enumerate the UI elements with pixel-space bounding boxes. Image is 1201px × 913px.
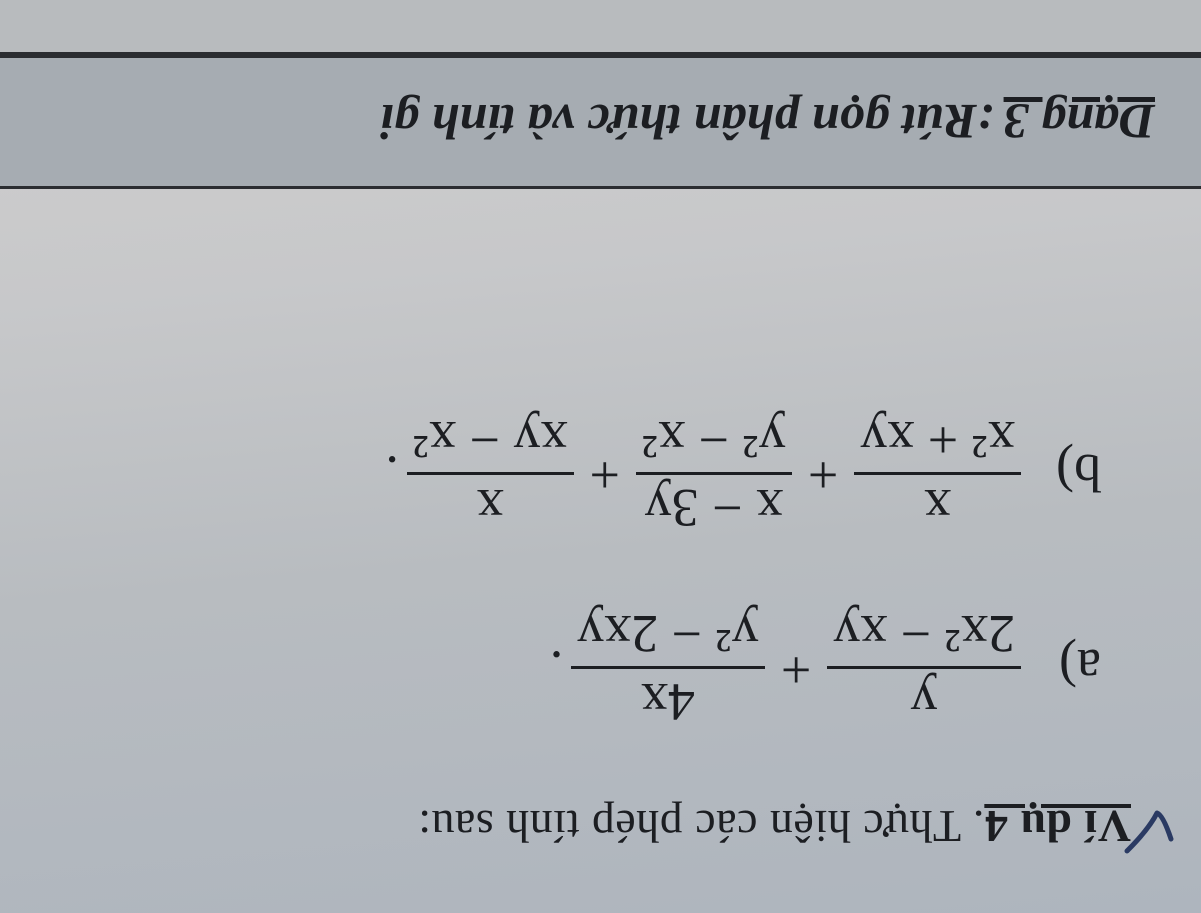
fraction-b-2: x − 3y y² − x²: [636, 411, 792, 535]
fraction-b-1: x x² + xy: [854, 411, 1021, 535]
fraction-a-2-den: y² − 2xy: [571, 606, 765, 663]
dang3-text: Rút gọn phân thức và tính gi: [380, 93, 977, 151]
fraction-a-1-num: y: [905, 673, 944, 730]
fraction-b-3: x xy − x²: [407, 411, 574, 535]
page-root: Ví dụ 4. Thực hiện các phép tính sau: a)…: [0, 0, 1201, 913]
example-label: Ví dụ 4: [984, 801, 1131, 852]
problem-a: a) y 2x² − xy + 4x y² − 2xy .: [60, 606, 1101, 730]
fraction-bar: [571, 666, 765, 669]
problem-b-label: b): [1041, 442, 1101, 504]
plus-operator: +: [590, 444, 620, 506]
fraction-bar: [854, 472, 1021, 475]
fraction-b-1-num: x: [918, 479, 957, 536]
example-prompt: Thực hiện các phép tính sau:: [418, 801, 961, 852]
fraction-a-1-den: 2x² − xy: [827, 606, 1021, 663]
plus-operator: +: [808, 444, 838, 506]
dang3-separator: :: [977, 93, 994, 151]
fraction-b-2-num: x − 3y: [639, 479, 789, 536]
fraction-bar: [827, 666, 1021, 669]
bottom-rule-band: [0, 0, 1201, 55]
problem-b: b) x x² + xy + x − 3y y² − x² + x xy − x…: [60, 411, 1101, 535]
dang3-banner: Dạng 3: Rút gọn phân thức và tính gi: [0, 55, 1201, 189]
plus-operator: +: [781, 639, 811, 701]
fraction-a-2: 4x y² − 2xy: [571, 606, 765, 730]
fraction-b-3-den: xy − x²: [407, 411, 574, 468]
content-area: Ví dụ 4. Thực hiện các phép tính sau: a)…: [0, 199, 1201, 913]
fraction-a-2-num: 4x: [635, 673, 701, 730]
problem-a-label: a): [1041, 637, 1101, 699]
checkmark-icon: [1121, 803, 1177, 859]
fraction-b-1-den: x² + xy: [854, 411, 1021, 468]
fraction-a-1: y 2x² − xy: [827, 606, 1021, 730]
problem-a-trailing: .: [550, 639, 564, 701]
fraction-b-2-den: y² − x²: [636, 411, 792, 468]
example-separator: .: [961, 801, 984, 852]
fraction-bar: [407, 472, 574, 475]
example-heading: Ví dụ 4. Thực hiện các phép tính sau:: [60, 800, 1131, 853]
fraction-b-3-num: x: [471, 479, 510, 536]
fraction-bar: [636, 472, 792, 475]
problem-b-trailing: .: [385, 444, 399, 506]
dang3-label: Dạng 3: [1004, 93, 1155, 151]
